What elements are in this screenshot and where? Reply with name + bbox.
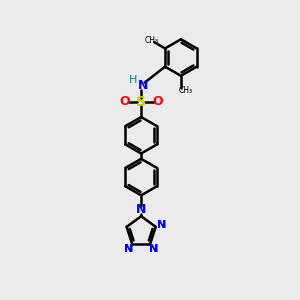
Text: CH₃: CH₃ [178, 86, 192, 95]
Text: N: N [124, 244, 133, 254]
Text: N: N [149, 244, 158, 254]
Text: S: S [136, 95, 146, 109]
Text: CH₃: CH₃ [145, 36, 159, 45]
Text: N: N [138, 79, 149, 92]
Text: N: N [136, 203, 146, 216]
Text: N: N [149, 244, 158, 254]
Text: N: N [157, 220, 166, 230]
Text: O: O [153, 95, 163, 108]
Text: H: H [129, 75, 137, 85]
Text: O: O [119, 95, 130, 108]
Text: N: N [157, 220, 166, 230]
Text: N: N [124, 244, 133, 254]
